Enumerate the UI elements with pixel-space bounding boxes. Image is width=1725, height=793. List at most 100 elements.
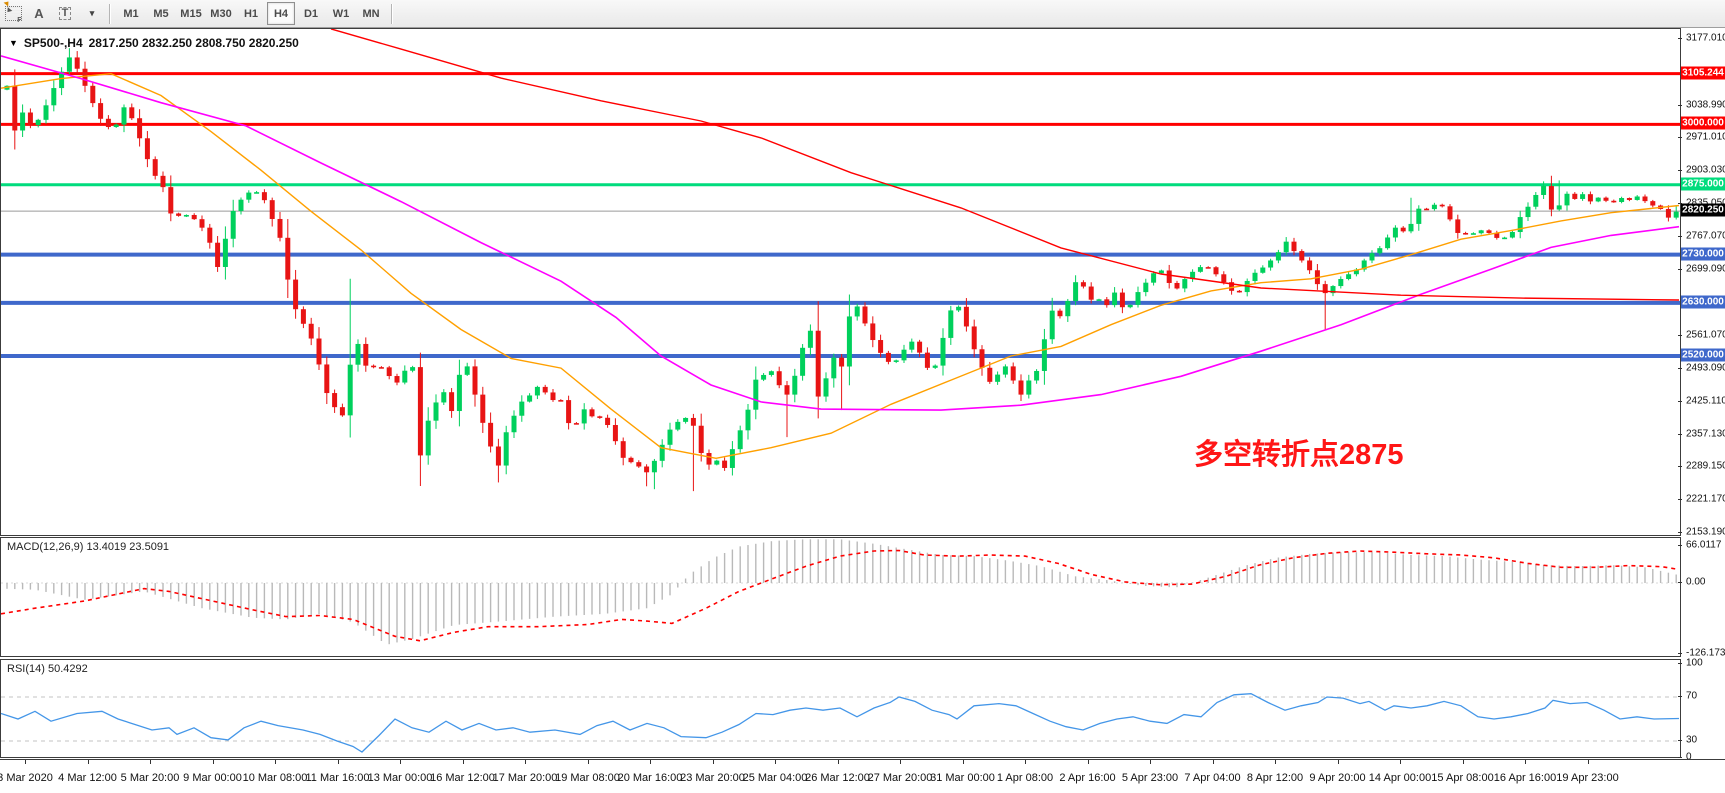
axis-tick bbox=[1678, 433, 1682, 435]
macd-axis-label: 66.0117 bbox=[1686, 539, 1722, 551]
dropdown-caret-icon: ▾ bbox=[89, 8, 95, 18]
timeframe-button-m15[interactable]: M15 bbox=[180, 7, 202, 20]
date-label: 23 Mar 20:00 bbox=[680, 772, 745, 784]
price-tick-label: 2493.090 bbox=[1686, 362, 1725, 374]
price-level-badge: 3000.000 bbox=[1681, 116, 1725, 130]
date-label: 8 Apr 12:00 bbox=[1246, 772, 1304, 784]
date-label: 26 Mar 12:00 bbox=[805, 772, 870, 784]
rsi-indicator-pane[interactable]: RSI(14) 50.4292 bbox=[0, 659, 1681, 758]
price-tick-label: 2767.070 bbox=[1686, 230, 1725, 242]
date-label: 15 Apr 08:00 bbox=[1431, 772, 1494, 784]
date-tick bbox=[1212, 760, 1214, 764]
price-tick-label: 2153.190 bbox=[1686, 526, 1725, 538]
timeframe-button-group: M1 M5 M15 M30 H1 H4 D1 W1 MN bbox=[116, 2, 386, 25]
date-tick bbox=[525, 760, 526, 764]
date-label: 10 Mar 08:00 bbox=[242, 772, 308, 784]
date-label: 20 Mar 16:00 bbox=[617, 772, 683, 784]
date-tick bbox=[1275, 760, 1276, 764]
date-label: 16 Mar 12:00 bbox=[430, 772, 495, 784]
price-level-badge: 2630.000 bbox=[1681, 295, 1725, 309]
date-label: 2 Apr 16:00 bbox=[1059, 772, 1116, 784]
axis-tick bbox=[1678, 268, 1682, 270]
rsi-axis-label: 70 bbox=[1686, 690, 1698, 702]
date-tick bbox=[900, 760, 901, 764]
chart-title: ▼ SP500-,H4 2817.250 2832.250 2808.750 2… bbox=[9, 36, 299, 50]
rsi-axis-label: 30 bbox=[1686, 734, 1698, 746]
axis-tick bbox=[1678, 335, 1682, 337]
price-tick-label: 3177.010 bbox=[1686, 32, 1725, 44]
date-label: 9 Apr 20:00 bbox=[1309, 772, 1366, 784]
axis-tick bbox=[1678, 367, 1682, 369]
axis-tick bbox=[1678, 202, 1682, 204]
price-tick-label: 2561.070 bbox=[1686, 329, 1725, 341]
price-axis[interactable]: 3177.010 3038.990 2971.010 2903.030 2835.050… bbox=[1678, 28, 1725, 793]
axis-tick bbox=[1678, 740, 1682, 741]
timeframe-button-m30[interactable]: M30 bbox=[210, 7, 232, 20]
price-tick-label: 2699.090 bbox=[1686, 263, 1725, 275]
date-label: 1 Apr 08:00 bbox=[996, 772, 1054, 784]
axis-tick bbox=[1678, 400, 1682, 402]
date-label: 4 Mar 12:00 bbox=[58, 772, 117, 784]
timeframe-button-w1[interactable]: W1 bbox=[332, 7, 350, 20]
date-tick bbox=[1462, 760, 1464, 764]
text-a-icon[interactable]: A bbox=[34, 6, 44, 21]
cursor-style-icon[interactable]: ▾ bbox=[3, 1, 103, 24]
price-tick-label: 2357.130 bbox=[1686, 428, 1725, 440]
chart-region: ▼ SP500-,H4 2817.250 2832.250 2808.750 2… bbox=[0, 28, 1725, 793]
axis-tick bbox=[1678, 466, 1682, 468]
date-label: 17 Mar 20:00 bbox=[492, 772, 558, 784]
date-label: 14 Apr 00:00 bbox=[1368, 772, 1432, 784]
axis-tick bbox=[1678, 757, 1682, 758]
date-axis[interactable]: 3 Mar 2020 4 Mar 12:00 5 Mar 20:00 9 Mar 00… bbox=[0, 759, 1725, 793]
macd-indicator-pane[interactable]: MACD(12,26,9) 13.4019 23.5091 bbox=[0, 537, 1681, 657]
date-tick bbox=[650, 760, 651, 764]
date-label: 9 Mar 00:00 bbox=[183, 772, 242, 784]
date-label: 31 Mar 00:00 bbox=[930, 772, 995, 784]
axis-tick bbox=[1678, 499, 1682, 501]
date-tick bbox=[1525, 760, 1526, 764]
price-level-badge: 2875.000 bbox=[1681, 177, 1725, 191]
symbol-dropdown-icon[interactable]: ▼ bbox=[9, 38, 18, 48]
rsi-label: RSI(14) 50.4292 bbox=[7, 663, 88, 675]
symbol-timeframe-label: SP500-,H4 bbox=[23, 36, 83, 50]
axis-tick bbox=[1678, 663, 1682, 664]
macd-canvas[interactable] bbox=[1, 538, 1680, 656]
timeframe-button-h1[interactable]: H1 bbox=[243, 7, 259, 20]
timeframe-button-m5[interactable]: M5 bbox=[153, 7, 169, 20]
date-label: 7 Apr 04:00 bbox=[1184, 772, 1241, 784]
axis-tick bbox=[1678, 696, 1682, 697]
price-tick-label: 2835.050 bbox=[1686, 197, 1725, 208]
main-chart-canvas[interactable] bbox=[1, 29, 1680, 535]
date-label: 19 Apr 23:00 bbox=[1556, 772, 1619, 784]
macd-label: MACD(12,26,9) 13.4019 23.5091 bbox=[7, 541, 170, 553]
date-tick bbox=[775, 760, 776, 764]
timeframe-button-m1[interactable]: M1 bbox=[123, 7, 139, 20]
date-label: 16 Apr 16:00 bbox=[1493, 772, 1557, 784]
date-tick bbox=[1337, 760, 1339, 764]
rsi-canvas[interactable] bbox=[1, 660, 1680, 757]
date-tick bbox=[462, 760, 464, 764]
date-tick bbox=[1400, 760, 1401, 764]
date-tick bbox=[1025, 760, 1026, 764]
price-tick-label: 2289.150 bbox=[1686, 460, 1725, 472]
price-tick-label: 2221.170 bbox=[1686, 493, 1725, 505]
date-tick bbox=[25, 760, 26, 764]
rsi-axis-label: 100 bbox=[1686, 657, 1703, 669]
date-tick bbox=[400, 760, 401, 764]
text-label-icon[interactable]: T bbox=[53, 3, 77, 24]
main-chart-pane[interactable]: ▼ SP500-,H4 2817.250 2832.250 2808.750 2… bbox=[0, 28, 1681, 536]
timeframe-button-h4[interactable]: H4 bbox=[267, 2, 295, 25]
toolbar: F A T ▾ M1 M5 M15 M30 H1 H4 D1 W1 MN bbox=[0, 0, 1725, 28]
axis-tick bbox=[1678, 544, 1682, 546]
axis-tick bbox=[1678, 104, 1682, 106]
axis-tick bbox=[1678, 582, 1682, 583]
timeframe-button-mn[interactable]: MN bbox=[362, 7, 380, 20]
price-level-badge: 2520.000 bbox=[1681, 348, 1725, 362]
timeframe-button-d1[interactable]: D1 bbox=[303, 7, 319, 20]
date-tick bbox=[1087, 760, 1089, 764]
date-tick bbox=[150, 760, 151, 764]
price-level-badge: 2820.250 bbox=[1681, 203, 1725, 217]
price-tick-label: 2971.010 bbox=[1686, 131, 1725, 143]
date-tick bbox=[337, 760, 339, 764]
